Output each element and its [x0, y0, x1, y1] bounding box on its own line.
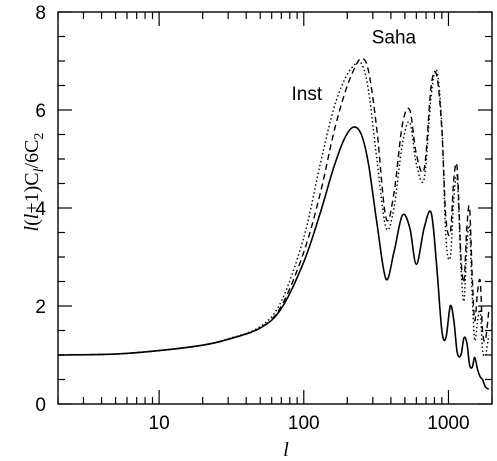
- x-tick-label: 100: [288, 413, 320, 434]
- y-tick-label: 8: [35, 3, 46, 24]
- series-line-dashed: [57, 57, 490, 356]
- annotation-inst: Inst: [292, 84, 323, 105]
- x-tick-label: 1000: [427, 413, 469, 434]
- tick-marks: [57, 11, 493, 405]
- x-axis-label: l: [283, 439, 289, 461]
- series-line-dotted: [57, 60, 490, 358]
- y-tick-label: 2: [35, 297, 46, 318]
- tick-labels: 10 100 1000 0 2 4 6 8: [35, 3, 469, 434]
- plot-frame: [57, 11, 493, 405]
- y-tick-label: 0: [35, 395, 46, 416]
- y-tick-label: 6: [35, 101, 46, 122]
- plot-lines: [57, 57, 490, 390]
- y-axis-label: l(l+1)Cl/6C2: [21, 133, 47, 232]
- axes-frame: [57, 11, 493, 405]
- series-line-solid: [57, 126, 490, 390]
- y-tick-label: 4: [35, 199, 46, 220]
- annotation-saha: Saha: [372, 28, 417, 49]
- x-tick-label: 10: [149, 413, 170, 434]
